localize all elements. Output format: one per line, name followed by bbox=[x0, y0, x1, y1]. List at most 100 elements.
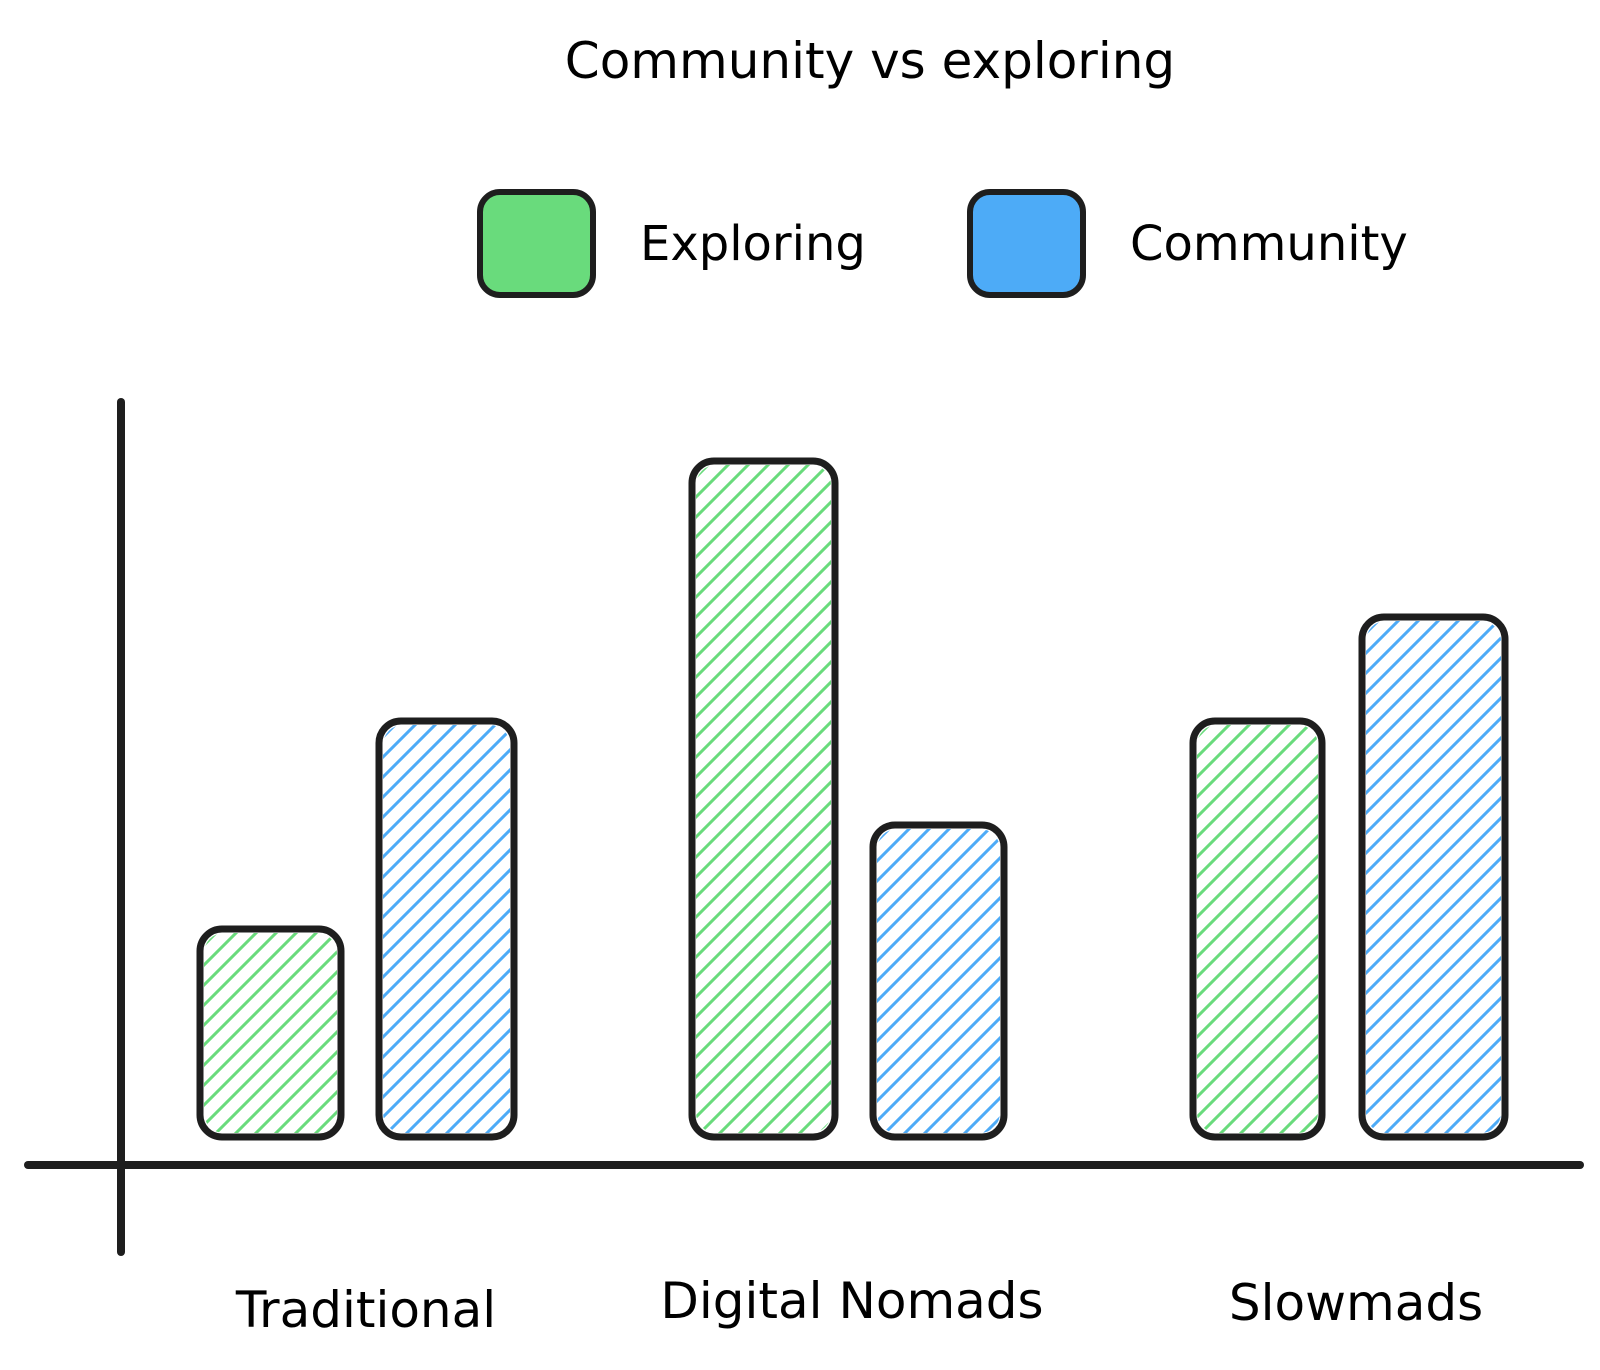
hatch-line bbox=[204, 933, 337, 1133]
hatch-line bbox=[383, 725, 510, 1133]
x-tick-label-slowmads: Slowmads bbox=[1229, 1274, 1483, 1332]
hatch-line bbox=[1197, 725, 1318, 1133]
hatch-line bbox=[204, 933, 337, 1133]
hatch-line bbox=[1197, 725, 1275, 1133]
bar-hatch-slowmads-community bbox=[1366, 617, 1600, 1137]
hatch-line bbox=[803, 721, 1219, 1137]
hatch-line bbox=[383, 725, 461, 1133]
hatch-line bbox=[877, 829, 1000, 1133]
hatch-line bbox=[794, 465, 831, 1133]
bar-hatch-traditional-exploring bbox=[0, 929, 700, 1137]
hatch-line bbox=[696, 465, 831, 1133]
hatch-line bbox=[230, 933, 337, 1133]
hatch-line bbox=[696, 465, 831, 1133]
hatch-line bbox=[1136, 461, 1600, 1137]
x-tick-label-digital-nomads: Digital Nomads bbox=[660, 1272, 1043, 1330]
hatch-line bbox=[1081, 825, 1393, 1137]
hatch-line bbox=[1577, 721, 1600, 1137]
hatch-line bbox=[1366, 621, 1484, 1133]
hatch-line bbox=[1437, 721, 1600, 1137]
bar-outline-digital-nomads-exploring bbox=[688, 457, 839, 1141]
hatch-line bbox=[1582, 617, 1600, 1137]
hatch-line bbox=[696, 465, 831, 1133]
legend-swatch-community bbox=[967, 189, 1086, 298]
hatch-line bbox=[492, 929, 700, 1137]
hatch-line bbox=[877, 829, 1000, 1133]
bar-hatch-digital-nomads-community bbox=[561, 825, 1393, 1137]
hatch-line bbox=[877, 829, 1000, 1133]
bar-digital-nomads-exploring bbox=[688, 457, 1600, 1141]
hatch-line bbox=[877, 829, 1000, 1133]
hatch-line bbox=[432, 929, 640, 1137]
hatch-line bbox=[696, 465, 831, 1133]
hatch-line bbox=[877, 829, 895, 1133]
hatch-line bbox=[1197, 725, 1235, 1133]
hatch-line bbox=[204, 933, 222, 1133]
hatch-line bbox=[290, 933, 337, 1133]
hatch-line bbox=[1336, 461, 1600, 1137]
hatch-line bbox=[696, 465, 831, 1133]
bar-outline-slowmads-exploring bbox=[1189, 717, 1326, 1141]
hatch-line bbox=[1500, 621, 1501, 1133]
hatch-line bbox=[696, 465, 831, 1133]
hatch-line bbox=[696, 465, 831, 1133]
hatch-line bbox=[561, 825, 873, 1137]
legend-swatch-exploring bbox=[477, 189, 596, 298]
hatch-line bbox=[1197, 725, 1318, 1133]
hatch-line bbox=[696, 465, 831, 1133]
hatch-line bbox=[204, 933, 322, 1133]
hatch-line bbox=[696, 465, 831, 1133]
bar-slowmads-community bbox=[1358, 613, 1600, 1141]
hatch-line bbox=[814, 465, 831, 1133]
hatch-line bbox=[383, 725, 510, 1133]
hatch-line bbox=[383, 725, 510, 1133]
hatch-line bbox=[1456, 461, 1600, 1137]
hatch-line bbox=[204, 933, 242, 1133]
hatch-line bbox=[1197, 725, 1318, 1133]
hatch-line bbox=[383, 725, 510, 1133]
hatch-line bbox=[1021, 825, 1333, 1137]
hatch-line bbox=[1016, 461, 1600, 1137]
hatch-line bbox=[383, 725, 510, 1133]
hatch-line bbox=[1197, 725, 1315, 1133]
bar-hatch-digital-nomads-exploring bbox=[696, 461, 1600, 1137]
hatch-line bbox=[204, 933, 302, 1133]
hatch-line bbox=[877, 829, 1000, 1133]
hatch-line bbox=[383, 725, 510, 1133]
hatch-line bbox=[1366, 621, 1501, 1133]
legend: Exploring Community bbox=[477, 189, 1408, 298]
legend-item-community: Community bbox=[967, 189, 1408, 298]
hatch-line bbox=[696, 465, 831, 1133]
x-tick-label-traditional: Traditional bbox=[235, 1281, 496, 1339]
hatch-line bbox=[1476, 461, 1600, 1137]
bar-traditional-exploring bbox=[0, 925, 700, 1141]
hatch-line bbox=[204, 933, 262, 1133]
hatch-line bbox=[1366, 621, 1501, 1133]
hatch-line bbox=[0, 929, 200, 1137]
hatch-line bbox=[1056, 461, 1600, 1137]
hatch-line bbox=[1235, 725, 1318, 1133]
hatch-line bbox=[1197, 725, 1318, 1133]
hatch-line bbox=[1517, 721, 1600, 1137]
hatch-line bbox=[383, 725, 510, 1133]
hatch-line bbox=[1197, 725, 1318, 1133]
hatch-line bbox=[1366, 621, 1501, 1133]
hatch-line bbox=[1116, 461, 1600, 1137]
hatch-line bbox=[754, 465, 831, 1133]
hatch-line bbox=[383, 725, 510, 1133]
hatch-line bbox=[714, 465, 831, 1133]
hatch-line bbox=[877, 829, 915, 1133]
hatch-line bbox=[383, 725, 510, 1133]
hatch-line bbox=[1400, 621, 1501, 1133]
hatch-line bbox=[1096, 461, 1600, 1137]
legend-item-exploring: Exploring bbox=[477, 189, 866, 298]
hatch-line bbox=[421, 725, 510, 1133]
hatch-line bbox=[696, 465, 831, 1133]
hatch-line bbox=[250, 933, 337, 1133]
hatch-line bbox=[210, 933, 337, 1133]
x-tick-labels: Traditional Digital Nomads Slowmads bbox=[235, 1272, 1483, 1339]
hatch-line bbox=[1366, 621, 1501, 1133]
hatch-line bbox=[1366, 621, 1501, 1133]
hatch-line bbox=[836, 461, 1512, 1137]
